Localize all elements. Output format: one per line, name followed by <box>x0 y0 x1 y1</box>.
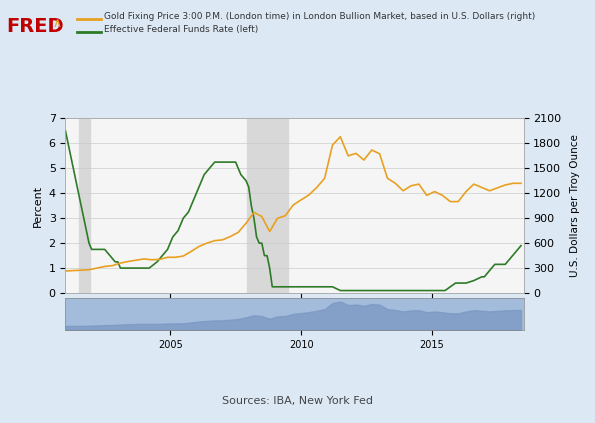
Text: ∧: ∧ <box>52 17 61 30</box>
Text: Gold Fixing Price 3:00 P.M. (London time) in London Bullion Market, based in U.S: Gold Fixing Price 3:00 P.M. (London time… <box>104 12 536 22</box>
Bar <box>246 118 288 293</box>
Y-axis label: U.S. Dollars per Troy Ounce: U.S. Dollars per Troy Ounce <box>570 134 580 277</box>
Bar <box>65 298 524 330</box>
Y-axis label: Percent: Percent <box>33 185 43 227</box>
Text: Sources: IBA, New York Fed: Sources: IBA, New York Fed <box>222 396 373 406</box>
Text: Effective Federal Funds Rate (left): Effective Federal Funds Rate (left) <box>104 25 258 34</box>
Bar <box>79 118 89 293</box>
Text: FRED: FRED <box>6 17 64 36</box>
